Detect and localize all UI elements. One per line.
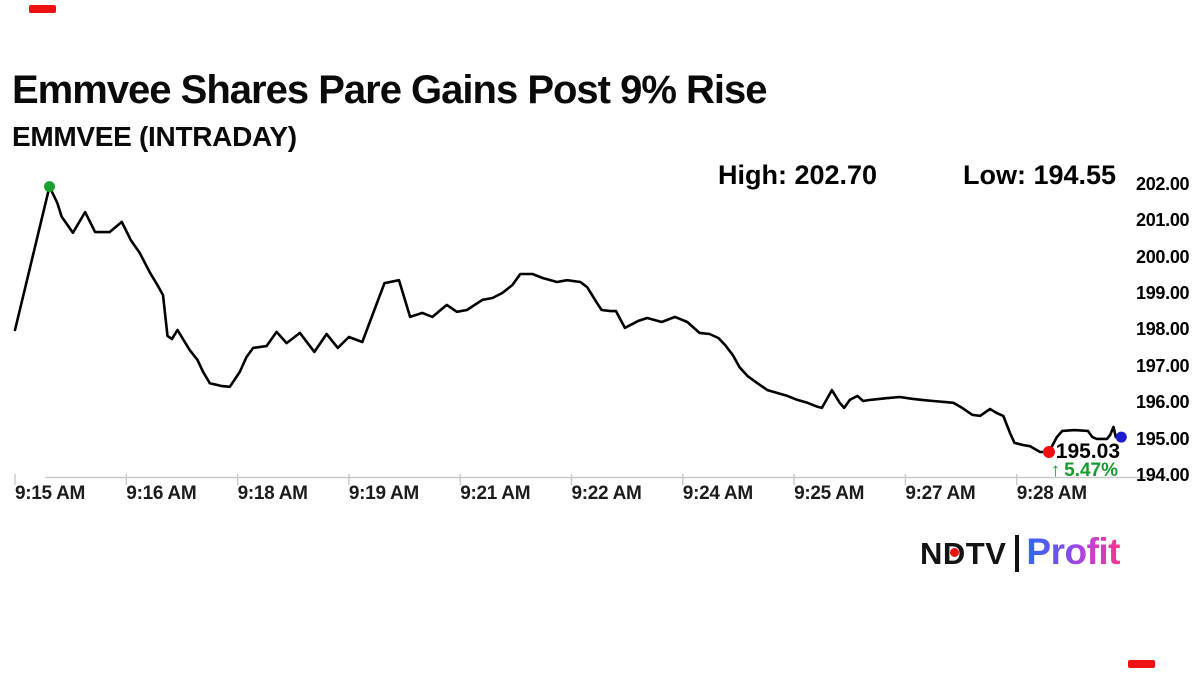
page-title: Emmvee Shares Pare Gains Post 9% Rise [12,68,768,112]
chart-subtitle: EMMVEE (INTRADAY) [12,121,297,152]
high-value-label: High: 202.70 [718,160,878,190]
x-tick-label: 9:21 AM [460,483,531,504]
x-tick-label: 9:15 AM [15,483,86,504]
low-marker-dot [1043,446,1055,458]
ndtv-profit-logo: NDTV Profit [920,531,1120,573]
profit-logo-text: Profit [1026,531,1120,572]
x-tick-label: 9:19 AM [348,483,419,504]
x-tick-label: 9:28 AM [1016,483,1087,504]
up-arrow-icon: ↑ [1050,460,1061,481]
x-tick-label: 9:25 AM [794,483,865,504]
corner-marker-bottom-right [1128,660,1155,668]
corner-marker-top-left [29,5,56,13]
x-tick-label: 9:18 AM [237,483,308,504]
logo-separator-bar [1015,534,1020,572]
y-tick-label: 196.00 [1136,392,1190,413]
y-tick-label: 201.00 [1136,210,1190,231]
y-tick-label: 199.00 [1136,283,1190,303]
change-percent-label: ↑ 5.47% [1018,460,1118,482]
x-tick-label: 9:22 AM [571,483,642,504]
last-price-label: 195.03 [1055,440,1120,463]
high-marker-dot [44,181,55,193]
ndtv-logo-text: NDTV [920,536,1007,571]
ndtv-red-dot-icon [950,548,959,557]
y-tick-label: 197.00 [1136,355,1190,376]
y-tick-label: 194.00 [1136,465,1190,485]
change-percent-value: 5.47% [1064,460,1118,481]
y-tick-label: 200.00 [1136,246,1190,267]
y-tick-label: 202.00 [1136,173,1190,194]
last-marker-dot [1115,431,1127,443]
y-tick-label: 195.00 [1136,428,1190,449]
price-line [13,185,1123,454]
x-tick-label: 9:27 AM [905,483,976,504]
y-tick-label: 198.00 [1136,319,1190,340]
ndtv-logo: NDTV [920,536,1006,572]
low-value-label: Low: 194.55 [963,160,1117,190]
x-tick-label: 9:16 AM [126,483,197,504]
x-tick-label: 9:24 AM [682,483,753,504]
